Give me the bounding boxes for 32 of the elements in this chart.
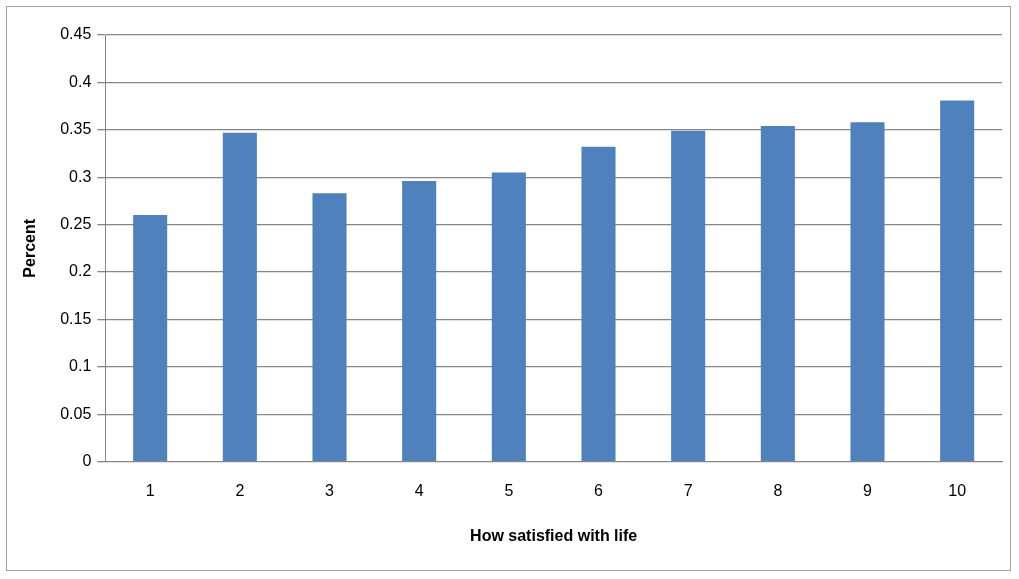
bar: [133, 215, 168, 461]
y-tick-label: 0.2: [69, 262, 92, 280]
bar: [850, 122, 885, 461]
x-tick-label: 9: [863, 481, 873, 499]
x-tick-label: 7: [683, 481, 693, 499]
y-tick-label: 0.1: [69, 357, 92, 375]
bar: [940, 100, 975, 461]
x-tick-label: 4: [414, 481, 424, 499]
y-tick-label: 0.05: [60, 404, 92, 422]
bar: [671, 130, 706, 461]
bar: [222, 132, 257, 461]
y-tick-label: 0.15: [60, 309, 92, 327]
bar: [312, 193, 347, 461]
y-tick-label: 0.4: [69, 72, 92, 90]
x-tick-label: 3: [325, 481, 335, 499]
y-axis-title: Percent: [21, 218, 39, 278]
x-tick-label: 8: [773, 481, 783, 499]
x-tick-label: 6: [594, 481, 604, 499]
x-tick-label: 5: [504, 481, 514, 499]
x-tick-label: 2: [235, 481, 245, 499]
y-tick-label: 0.35: [60, 120, 92, 138]
x-tick-label: 1: [145, 481, 155, 499]
y-tick-label: 0.3: [69, 167, 92, 185]
bar: [402, 180, 437, 461]
bar: [491, 172, 526, 461]
y-tick-label: 0.25: [60, 215, 92, 233]
bar: [760, 126, 795, 461]
y-tick-label: 0: [82, 452, 92, 470]
y-tick-label: 0.45: [60, 25, 92, 43]
bar: [581, 146, 616, 461]
x-tick-label: 10: [948, 481, 967, 499]
x-axis-title: How satisfied with life: [470, 526, 638, 544]
